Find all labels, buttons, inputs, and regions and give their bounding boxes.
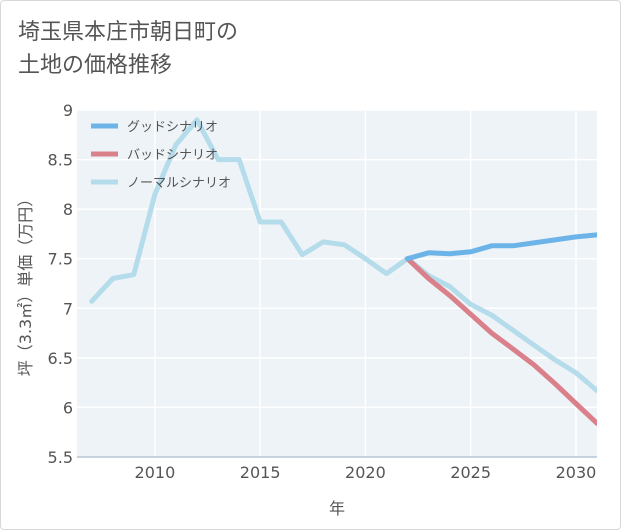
x-tick-label: 2025 [450,463,491,482]
series-line-3 [89,117,597,394]
y-tick-label: 6.5 [48,349,73,368]
chart-title: 埼玉県本庄市朝日町の 土地の価格推移 [18,16,238,82]
y-tick-label: 9 [63,101,73,120]
chart-title-line-1: 埼玉県本庄市朝日町の [18,20,239,45]
y-tick-labels: 5.5 6 6.5 7 7.5 8 8.5 9 [48,101,73,467]
x-tick-label: 2010 [135,463,176,482]
x-tick-label: 2015 [240,463,281,482]
y-axis-label: 坪（3.3㎡）単価（万円） [16,191,35,376]
legend-label: バッドシナリオ [127,148,218,163]
series-line-1 [405,232,597,262]
y-tick-label: 7.5 [48,250,73,269]
legend-label: グッドシナリオ [127,120,218,135]
series-line-2 [405,256,597,426]
y-tick-label: 5.5 [48,448,73,467]
chart-title-line-2: 土地の価格推移 [18,53,173,78]
x-tick-label: 2020 [345,463,386,482]
x-tick-labels: 2010 2015 2020 2025 2030 [135,463,597,482]
y-tick-label: 8.5 [48,151,73,170]
x-axis-label: 年 [329,499,345,518]
y-tick-label: 7 [63,299,73,318]
series-lines [89,117,597,426]
legend-label: ノーマルシナリオ [127,176,231,191]
y-tick-label: 6 [63,398,73,417]
y-tick-label: 8 [63,200,73,219]
x-tick-label: 2030 [556,463,597,482]
grid-lines [77,109,597,458]
